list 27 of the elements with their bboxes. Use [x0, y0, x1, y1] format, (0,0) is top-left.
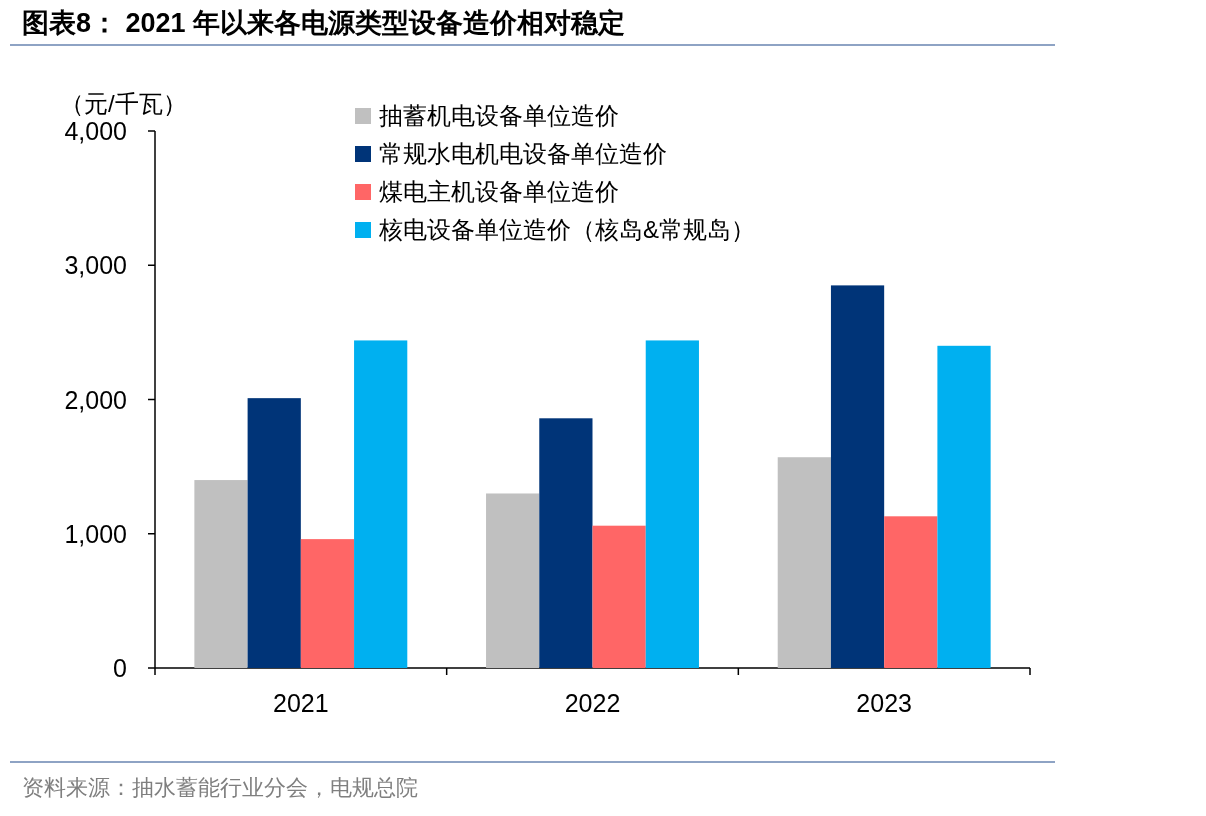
legend-label: 常规水电机电设备单位造价: [379, 140, 667, 167]
bar: [830, 285, 885, 668]
bar: [486, 493, 540, 668]
legend-label: 煤电主机设备单位造价: [379, 178, 619, 205]
bar: [247, 398, 301, 668]
y-axis-title: （元/千瓦）: [60, 90, 187, 117]
bar: [194, 480, 248, 668]
y-tick-label: 3,000: [64, 251, 127, 280]
x-tick-label: 2023: [856, 689, 912, 717]
bar: [884, 516, 938, 668]
legend-label: 抽蓄机电设备单位造价: [379, 102, 619, 129]
bar: [354, 340, 408, 668]
bar: [777, 457, 831, 668]
chart-title: 图表8： 2021 年以来各电源类型设备造价相对稳定: [22, 8, 626, 38]
y-tick-label: 0: [113, 654, 127, 682]
y-tick-label: 2,000: [64, 385, 127, 414]
bar: [937, 345, 991, 668]
x-tick-label: 2022: [564, 689, 621, 717]
x-tick-label: 2021: [273, 689, 329, 717]
bar: [645, 340, 699, 668]
bar: [300, 539, 355, 668]
y-tick-label: 4,000: [64, 117, 127, 145]
legend-label: 核电设备单位造价（核岛&常规岛）: [378, 216, 756, 243]
bar: [539, 418, 593, 668]
y-tick-label: 1,000: [64, 519, 127, 548]
bar: [592, 525, 646, 668]
text: 资料来源：抽水蓄能行业分会，电规总院: [22, 775, 418, 800]
